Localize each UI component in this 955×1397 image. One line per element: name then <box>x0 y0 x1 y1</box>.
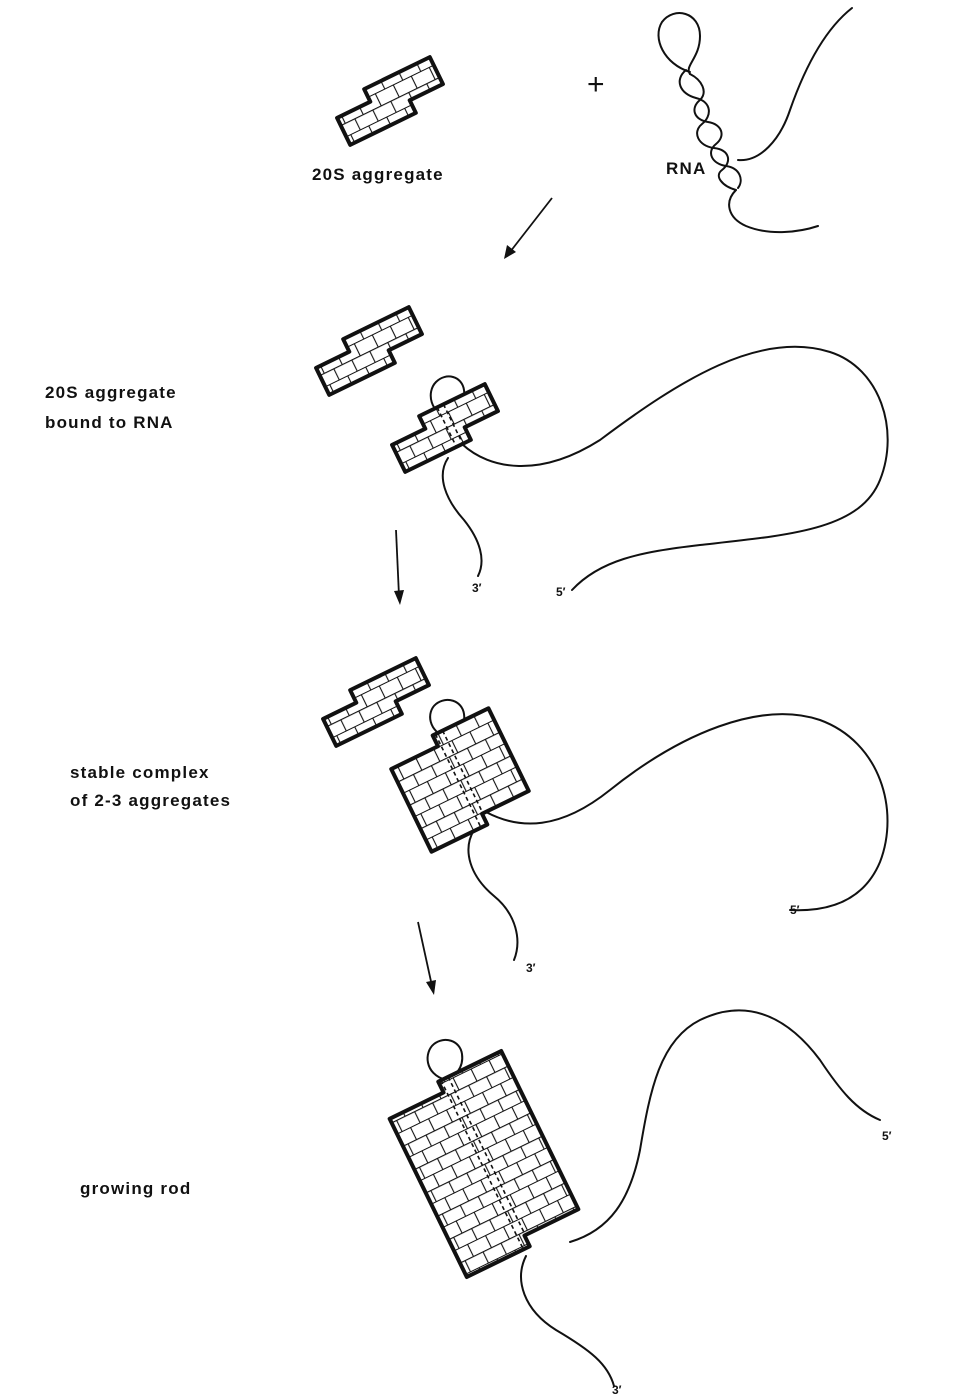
bound-label-line2: bound to RNA <box>45 413 174 432</box>
step-arrow-3 <box>417 921 436 995</box>
three-prime-end: 3′ <box>472 581 482 595</box>
rna-strand <box>429 345 889 591</box>
plus-sign: + <box>587 68 605 101</box>
stage-2: 20S aggregate bound to RNA 3′ 5′ <box>45 305 889 599</box>
three-prime-end-2: 3′ <box>526 961 536 975</box>
growing-rod-label: growing rod <box>80 1179 191 1198</box>
bound-label-line1: 20S aggregate <box>45 383 177 402</box>
aggregate-label: 20S aggregate <box>312 165 444 184</box>
disk-aggregate-20s <box>335 55 445 147</box>
five-prime-end-2: 5′ <box>790 903 800 917</box>
growing-rod <box>387 1049 581 1279</box>
five-prime-end-3: 5′ <box>882 1129 892 1143</box>
free-disk-aggregate-2 <box>321 656 431 748</box>
rna-strand-hairpin <box>657 7 853 234</box>
free-disk-aggregate <box>314 305 424 397</box>
stage-4: growing rod 3′ 5′ <box>80 1009 892 1397</box>
five-prime-end: 5′ <box>556 585 566 599</box>
step-arrow-1 <box>504 197 553 259</box>
stacked-aggregates-complex <box>389 706 531 854</box>
stage-3: stable complex of 2-3 aggregates 3′ 5′ <box>70 656 889 975</box>
step-arrow-2 <box>394 529 404 605</box>
stable-label-line2: of 2-3 aggregates <box>70 791 231 810</box>
rna-label: RNA <box>666 159 706 178</box>
stable-label-line1: stable complex <box>70 763 210 782</box>
stage-1: 20S aggregate + RNA <box>312 7 853 234</box>
bound-disk-aggregate <box>390 382 500 474</box>
three-prime-end-3: 3′ <box>612 1383 622 1397</box>
